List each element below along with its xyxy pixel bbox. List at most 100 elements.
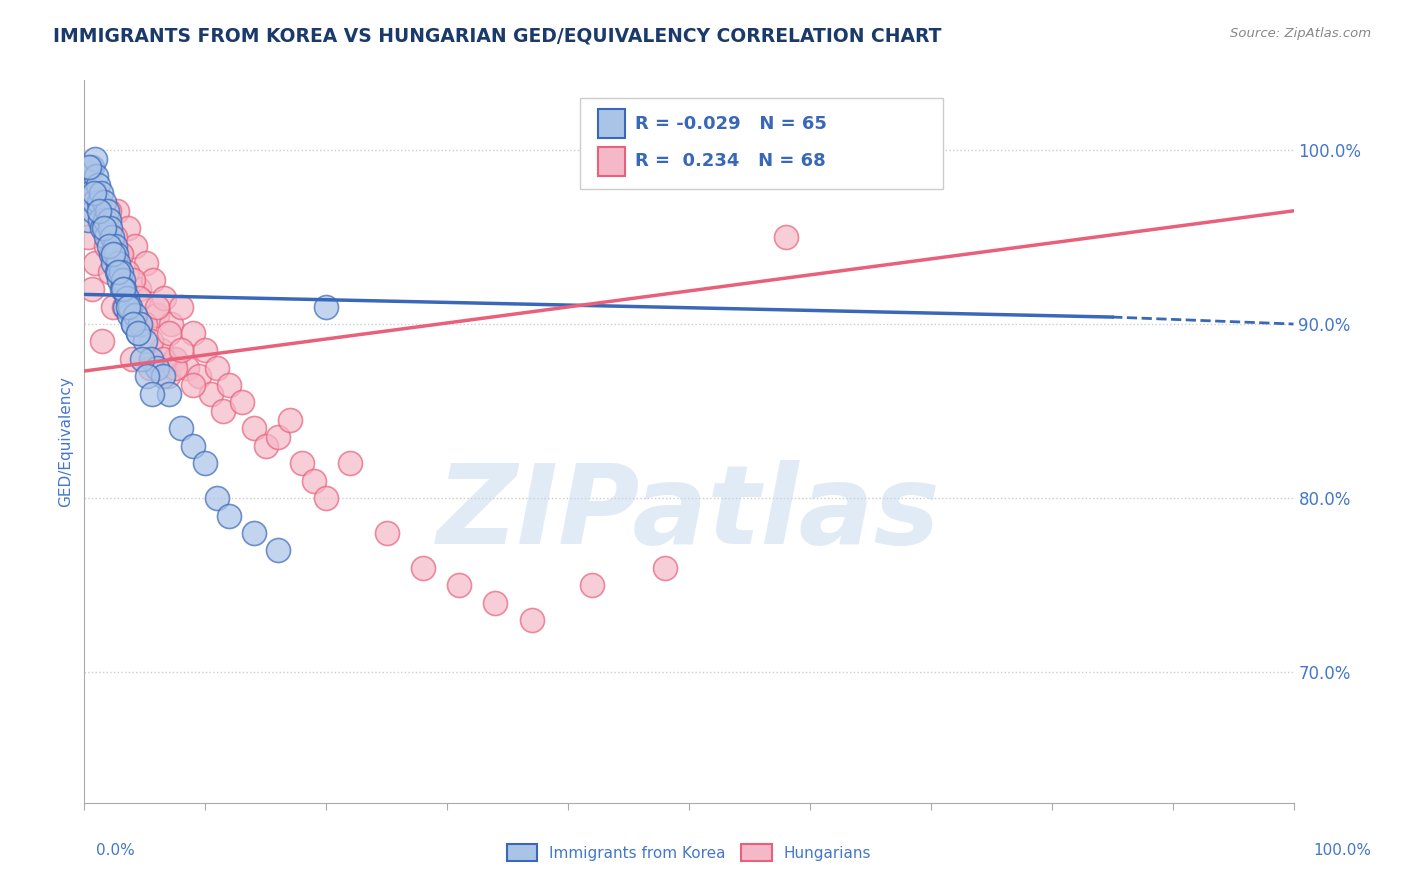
Point <box>83 195 105 210</box>
Point <box>520 613 543 627</box>
Point <box>103 247 125 261</box>
Point <box>112 300 135 314</box>
Point <box>134 317 156 331</box>
Point <box>181 378 204 392</box>
Point <box>121 273 143 287</box>
Point <box>79 161 101 175</box>
Point <box>84 152 107 166</box>
Point <box>170 343 193 358</box>
Point <box>176 360 198 375</box>
Point <box>115 291 138 305</box>
Point <box>103 256 125 270</box>
Point <box>165 351 187 366</box>
Point <box>115 265 138 279</box>
Point <box>129 317 152 331</box>
Point <box>231 395 253 409</box>
Point <box>77 161 100 175</box>
Point <box>242 421 264 435</box>
Point <box>120 300 142 314</box>
Point <box>114 300 136 314</box>
Point <box>97 212 120 227</box>
Point <box>315 491 337 505</box>
Point <box>218 508 240 523</box>
Point <box>139 351 162 366</box>
Point <box>188 369 211 384</box>
Point <box>581 578 603 592</box>
Point <box>87 212 110 227</box>
Text: ZIPatlas: ZIPatlas <box>437 460 941 567</box>
Point <box>339 456 361 470</box>
Point <box>80 282 103 296</box>
Point <box>242 525 264 540</box>
Point <box>194 456 217 470</box>
Point <box>83 186 105 201</box>
Point <box>90 186 112 201</box>
Point <box>128 282 150 296</box>
Point <box>107 265 129 279</box>
Point <box>136 369 159 384</box>
Point <box>110 247 132 261</box>
Point <box>449 578 471 592</box>
Point <box>96 203 118 218</box>
Point <box>152 369 174 384</box>
Point <box>86 186 108 201</box>
Point <box>104 247 127 261</box>
Point <box>135 256 157 270</box>
Point <box>127 326 149 340</box>
Point <box>200 386 222 401</box>
Point <box>484 596 506 610</box>
Point <box>654 561 676 575</box>
FancyBboxPatch shape <box>599 147 624 176</box>
Point <box>94 230 117 244</box>
Point <box>107 256 129 270</box>
Point <box>93 195 115 210</box>
Y-axis label: GED/Equivalency: GED/Equivalency <box>58 376 73 507</box>
Point <box>91 334 114 349</box>
Point <box>267 430 290 444</box>
Point <box>412 561 434 575</box>
Point <box>86 169 108 183</box>
Point <box>105 203 128 218</box>
Point <box>84 256 107 270</box>
Point <box>94 238 117 252</box>
Point <box>110 247 132 261</box>
Point <box>170 421 193 435</box>
Point <box>254 439 277 453</box>
Point <box>156 369 179 384</box>
Point <box>121 317 143 331</box>
Point <box>302 474 325 488</box>
Point <box>775 230 797 244</box>
Point <box>375 525 398 540</box>
Point <box>91 221 114 235</box>
Point <box>138 360 160 375</box>
Point <box>146 308 169 322</box>
Point <box>100 247 122 261</box>
FancyBboxPatch shape <box>599 109 624 138</box>
Point <box>142 273 165 287</box>
Point <box>112 282 135 296</box>
Point <box>97 203 120 218</box>
Point <box>146 360 169 375</box>
Point <box>267 543 290 558</box>
Point <box>291 456 314 470</box>
Point <box>141 386 163 401</box>
Point <box>152 351 174 366</box>
Point <box>170 300 193 314</box>
Point <box>94 212 117 227</box>
Point <box>117 221 139 235</box>
Point <box>112 273 135 287</box>
Point <box>128 291 150 305</box>
Point <box>110 265 132 279</box>
Text: IMMIGRANTS FROM KOREA VS HUNGARIAN GED/EQUIVALENCY CORRELATION CHART: IMMIGRANTS FROM KOREA VS HUNGARIAN GED/E… <box>53 27 942 45</box>
Point <box>77 230 100 244</box>
Point <box>101 230 124 244</box>
Point <box>121 317 143 331</box>
Point <box>105 265 128 279</box>
Point <box>181 326 204 340</box>
Point <box>98 221 121 235</box>
Point <box>165 360 187 375</box>
Point <box>157 386 180 401</box>
Point <box>146 300 169 314</box>
Point <box>207 360 229 375</box>
Point <box>117 300 139 314</box>
